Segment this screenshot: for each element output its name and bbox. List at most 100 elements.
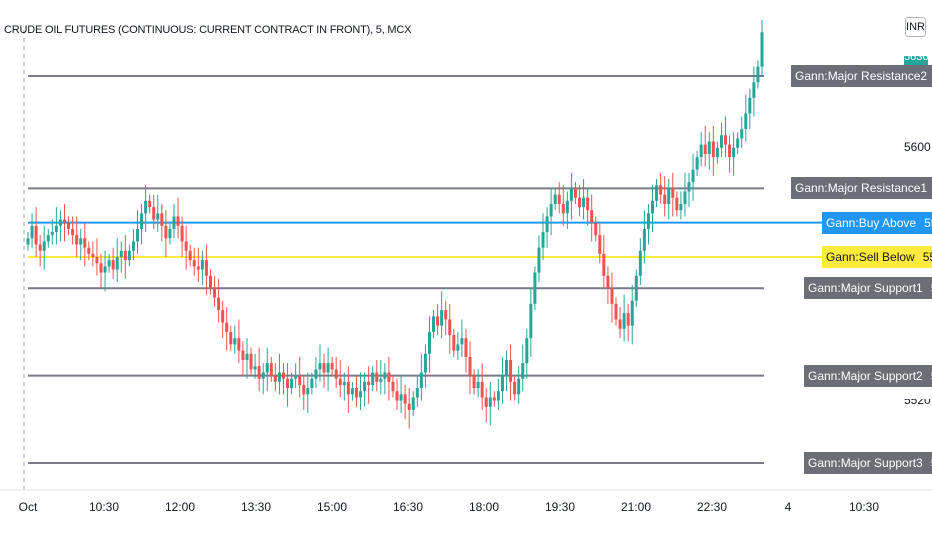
candle-body <box>192 260 196 267</box>
candle-body <box>569 188 573 201</box>
level-tag-0: Gann:Major Resistance25624 <box>791 65 932 87</box>
currency-button[interactable]: INR <box>905 17 926 37</box>
candle-body <box>740 129 744 139</box>
candle-body <box>492 397 496 401</box>
candle-body <box>322 363 326 373</box>
candle-body <box>683 191 687 204</box>
candle-body <box>83 238 87 248</box>
candle-body <box>744 113 748 130</box>
candle-body <box>456 344 460 351</box>
time-tick-2: 12:00 <box>164 500 196 514</box>
candle-body <box>359 391 363 398</box>
candle-body <box>651 200 655 214</box>
candle-body <box>695 157 699 170</box>
candle-body <box>407 403 411 410</box>
candle-body <box>671 188 675 198</box>
candle-body <box>196 266 200 270</box>
candle-body <box>310 378 314 389</box>
candle-body <box>265 363 269 373</box>
level-tag-value: 5566 <box>922 250 932 265</box>
level-tag-name: Gann:Buy Above <box>826 215 917 230</box>
candle-body <box>529 303 533 339</box>
candle-body <box>573 188 577 198</box>
candle-body <box>736 138 740 148</box>
level-tag-3: Gann:Sell Below 5566 <box>822 246 932 269</box>
candle-body <box>432 316 436 332</box>
candle-body <box>383 372 387 379</box>
candle-body <box>687 182 691 192</box>
candle-body <box>79 238 83 245</box>
candle-body <box>411 397 415 410</box>
level-tag-5: Gann:Major Support2 5528 <box>804 364 932 387</box>
candle-body <box>257 366 261 379</box>
candle-body <box>58 219 62 226</box>
candle-body <box>241 350 245 361</box>
candle-body <box>302 384 306 395</box>
candle-body <box>521 363 525 379</box>
candle-body <box>119 250 123 258</box>
level-tag-value: 5500 <box>927 452 932 474</box>
candle-body <box>34 225 38 245</box>
candle-body <box>290 378 294 389</box>
time-tick-8: 21:00 <box>620 500 652 514</box>
candle-body <box>217 297 221 311</box>
candle-body <box>699 144 703 158</box>
candle-body <box>484 397 488 407</box>
candle-body <box>541 232 545 248</box>
candle-body <box>448 319 452 336</box>
candle-body <box>281 372 285 379</box>
last-price-label: 5636 <box>904 56 928 65</box>
candle-body <box>184 241 188 251</box>
candle-body <box>87 247 91 254</box>
candle-body <box>525 338 529 364</box>
candle-body <box>545 216 549 233</box>
candle-body <box>517 378 521 395</box>
level-tag-name: Gann:Major Support1 <box>808 281 923 296</box>
candle-body <box>91 253 95 258</box>
candle-body <box>614 303 618 320</box>
candle-body <box>249 353 253 370</box>
candle-body <box>273 375 277 382</box>
candle-body <box>204 260 208 276</box>
candle-body <box>732 147 736 158</box>
level-tag-name: Gann:Major Resistance2 <box>795 69 928 83</box>
candle-body <box>338 378 342 385</box>
candle-body <box>38 244 42 251</box>
candle-body <box>622 313 626 329</box>
candle-body <box>156 213 160 220</box>
candle-body <box>107 260 111 267</box>
candle-body <box>480 381 484 398</box>
candle-body <box>565 200 569 214</box>
candle-body <box>379 378 383 382</box>
candle-body <box>675 197 679 211</box>
candle-body <box>509 360 513 382</box>
candle-body <box>549 203 553 217</box>
candle-body <box>423 353 427 373</box>
candle-body <box>618 319 622 329</box>
candle-body <box>62 219 66 223</box>
candle-body <box>553 194 557 204</box>
level-tag-name: Gann:Major Support2 <box>808 368 923 383</box>
candle-body <box>148 200 152 208</box>
candle-body <box>578 197 582 208</box>
candle-body <box>208 275 212 289</box>
candle-body <box>50 232 54 236</box>
candle-body <box>99 263 103 273</box>
candle-body <box>679 203 683 211</box>
candle-body <box>724 135 728 145</box>
candle-body <box>71 228 75 236</box>
level-tag-value: 5528 <box>927 365 932 387</box>
candle-body <box>500 375 504 392</box>
candle-body <box>326 363 330 373</box>
candle-body <box>123 250 127 261</box>
candle-body <box>237 338 241 351</box>
candle-body <box>375 372 379 382</box>
candle-body <box>594 222 598 236</box>
candle-body <box>225 322 229 332</box>
candle-body <box>277 372 281 382</box>
candle-body <box>590 210 594 223</box>
candle-body <box>472 375 476 389</box>
candle-body <box>95 257 99 264</box>
candle-body <box>399 394 403 401</box>
